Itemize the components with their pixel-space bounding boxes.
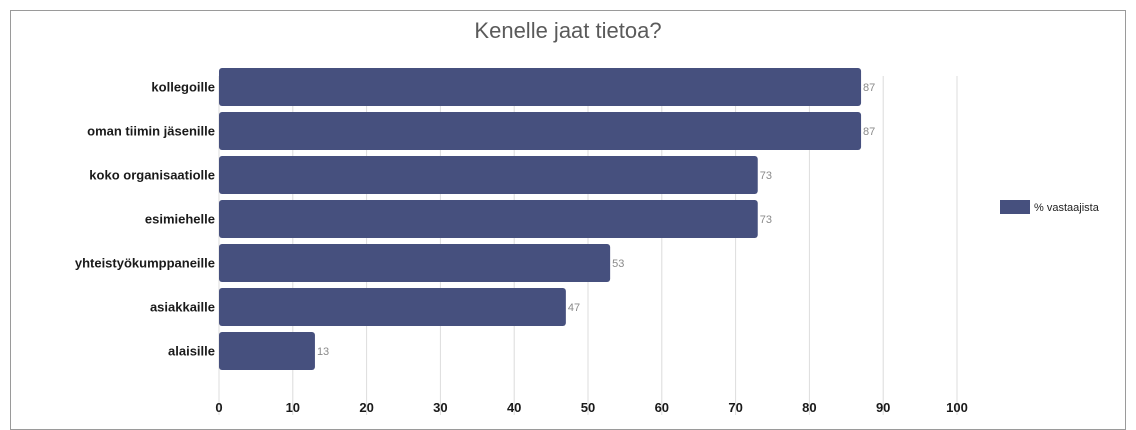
data-label: 73 bbox=[760, 214, 772, 226]
bar-chart: Kenelle jaat tietoa? kollegoille oman tii… bbox=[75, 18, 1100, 415]
data-labels: 87 87 73 73 53 47 13 bbox=[317, 82, 875, 358]
category-label: koko organisaatiolle bbox=[89, 168, 215, 183]
bars bbox=[219, 68, 862, 370]
data-label: 53 bbox=[612, 258, 624, 270]
data-label: 73 bbox=[760, 170, 772, 182]
bar bbox=[219, 288, 566, 326]
x-tick-label: 50 bbox=[581, 400, 595, 415]
x-axis-ticks: 0 10 20 30 40 50 60 70 80 90 100 bbox=[215, 400, 967, 415]
bar bbox=[219, 200, 758, 238]
category-label: oman tiimin jäsenille bbox=[87, 124, 215, 139]
category-label: kollegoille bbox=[151, 80, 215, 95]
data-label: 47 bbox=[568, 302, 580, 314]
bar bbox=[219, 68, 862, 106]
x-tick-label: 100 bbox=[946, 400, 968, 415]
x-tick-label: 70 bbox=[728, 400, 742, 415]
bar bbox=[219, 112, 862, 150]
x-tick-label: 10 bbox=[286, 400, 300, 415]
x-tick-label: 30 bbox=[433, 400, 447, 415]
bar bbox=[219, 156, 758, 194]
category-label: alaisille bbox=[168, 344, 215, 359]
legend-label: % vastaajista bbox=[1034, 202, 1100, 214]
legend-swatch bbox=[1000, 200, 1030, 214]
x-tick-label: 20 bbox=[359, 400, 373, 415]
data-label: 13 bbox=[317, 346, 329, 358]
category-label: yhteistyökumppaneille bbox=[75, 256, 215, 271]
bar bbox=[219, 244, 611, 282]
data-label: 87 bbox=[863, 126, 875, 138]
category-label: asiakkaille bbox=[150, 300, 215, 315]
category-labels: kollegoille oman tiimin jäsenille koko org… bbox=[75, 80, 215, 359]
x-tick-label: 40 bbox=[507, 400, 521, 415]
bar bbox=[219, 332, 315, 370]
x-tick-label: 90 bbox=[876, 400, 890, 415]
x-tick-label: 0 bbox=[215, 400, 222, 415]
x-tick-label: 60 bbox=[655, 400, 669, 415]
data-label: 87 bbox=[863, 82, 875, 94]
category-label: esimiehelle bbox=[145, 212, 215, 227]
x-tick-label: 80 bbox=[802, 400, 816, 415]
legend: % vastaajista bbox=[1000, 200, 1100, 214]
chart-title: Kenelle jaat tietoa? bbox=[474, 18, 661, 43]
